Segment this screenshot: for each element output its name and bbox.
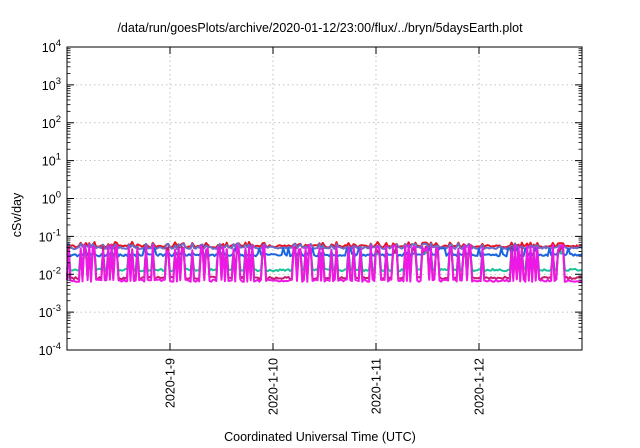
y-tick-labels: 10-4 10-3 10-2 10-1 100 101 102 103 104	[39, 38, 61, 358]
y-axis-label: cSv/day	[10, 192, 24, 238]
y-tick-label: 100	[42, 190, 61, 207]
grid-lines	[67, 47, 582, 350]
tick-marks	[67, 46, 582, 351]
y-tick-label: 102	[42, 114, 61, 131]
x-tick-labels: 2020-1-9 2020-1-10 2020-1-11 2020-1-12	[164, 358, 487, 415]
y-tick-label: 10-4	[39, 341, 61, 358]
y-tick-label: 10-3	[39, 303, 61, 320]
chart-title: /data/run/goesPlots/archive/2020-01-12/2…	[117, 21, 523, 35]
x-tick-label: 2020-1-10	[267, 358, 281, 415]
series-layer	[66, 240, 583, 283]
y-tick-label: 103	[42, 76, 61, 93]
x-tick-label: 2020-1-12	[473, 358, 487, 415]
series-line	[66, 242, 583, 251]
series-line	[66, 247, 583, 258]
x-tick-label: 2020-1-9	[164, 358, 178, 408]
series-line	[66, 243, 583, 283]
y-tick-label: 10-2	[39, 265, 61, 282]
x-axis-label: Coordinated Universal Time (UTC)	[224, 430, 416, 444]
y-tick-label: 104	[42, 38, 61, 55]
x-tick-label: 2020-1-11	[370, 358, 384, 414]
y-tick-label: 10-1	[39, 227, 61, 244]
y-tick-label: 101	[42, 152, 61, 169]
